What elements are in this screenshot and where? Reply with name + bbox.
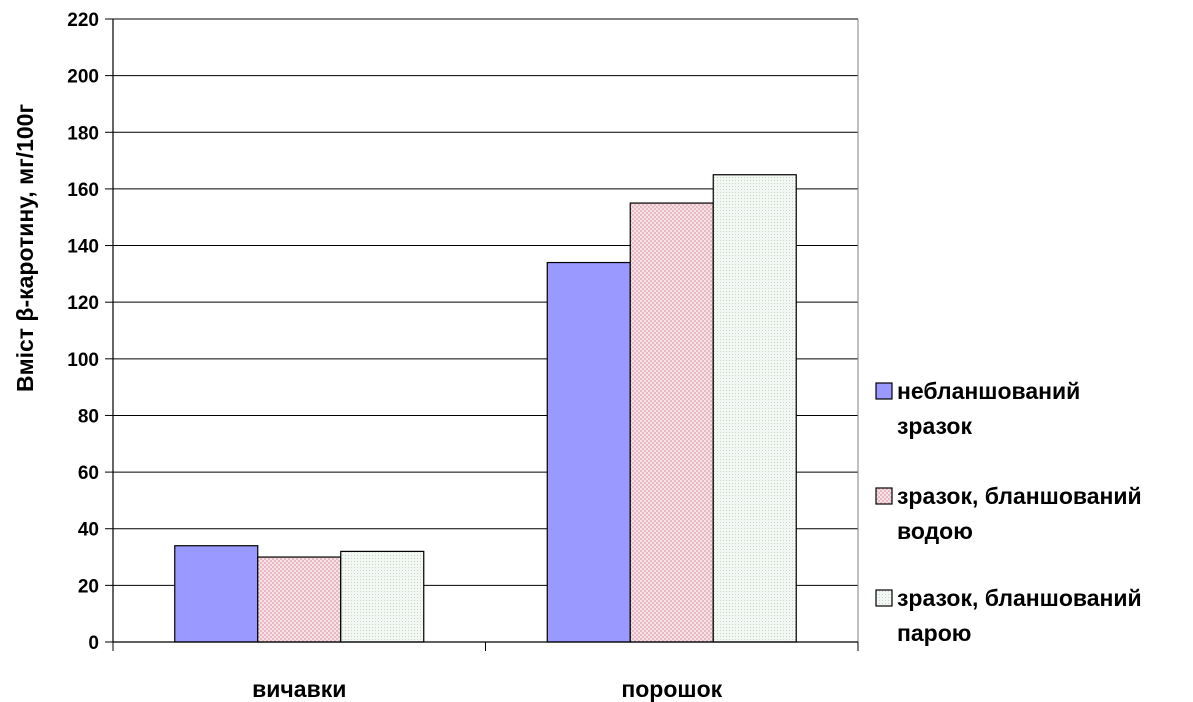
bar bbox=[546, 261, 631, 643]
legend-label: зразок, бланшований bbox=[897, 585, 1142, 611]
y-tick-label: 80 bbox=[78, 406, 99, 427]
gridlines bbox=[113, 18, 858, 586]
bar bbox=[257, 556, 342, 643]
legend-label: зразок, бланшований bbox=[897, 483, 1142, 509]
y-tick-label: 20 bbox=[78, 576, 99, 597]
y-tick-label: 100 bbox=[67, 350, 99, 371]
x-category-label: вичавки bbox=[252, 676, 346, 702]
bar bbox=[712, 174, 797, 643]
y-tick-label: 200 bbox=[67, 67, 99, 88]
bar bbox=[629, 202, 714, 643]
y-tick-label: 220 bbox=[67, 10, 99, 31]
legend-label: парою bbox=[897, 620, 971, 646]
y-tick-label: 0 bbox=[88, 633, 99, 654]
x-axis-categories: вичавки порошок bbox=[112, 642, 859, 702]
bar bbox=[174, 545, 259, 643]
x-category-label: порошок bbox=[621, 676, 722, 702]
y-tick-label: 40 bbox=[78, 520, 99, 541]
y-tick-label: 120 bbox=[67, 293, 99, 314]
legend-label: водою bbox=[897, 518, 973, 544]
y-tick-label: 140 bbox=[67, 237, 99, 258]
y-axis-ticks: 0 20 40 60 80 100 120 140 160 180 200 220 bbox=[67, 10, 113, 654]
legend-swatch bbox=[875, 487, 893, 505]
bar bbox=[340, 550, 425, 643]
legend-swatch bbox=[875, 589, 893, 607]
legend-swatch bbox=[875, 382, 893, 400]
y-tick-label: 180 bbox=[67, 123, 99, 144]
y-tick-label: 160 bbox=[67, 180, 99, 201]
y-axis-title: Вміст β-каротину, мг/100г bbox=[12, 104, 38, 392]
y-tick-label: 60 bbox=[78, 463, 99, 484]
legend: небланшований зразок зразок, бланшований во… bbox=[875, 378, 1142, 646]
legend-label: зразок bbox=[897, 413, 972, 439]
legend-label: небланшований bbox=[897, 378, 1080, 404]
bars bbox=[174, 174, 797, 643]
